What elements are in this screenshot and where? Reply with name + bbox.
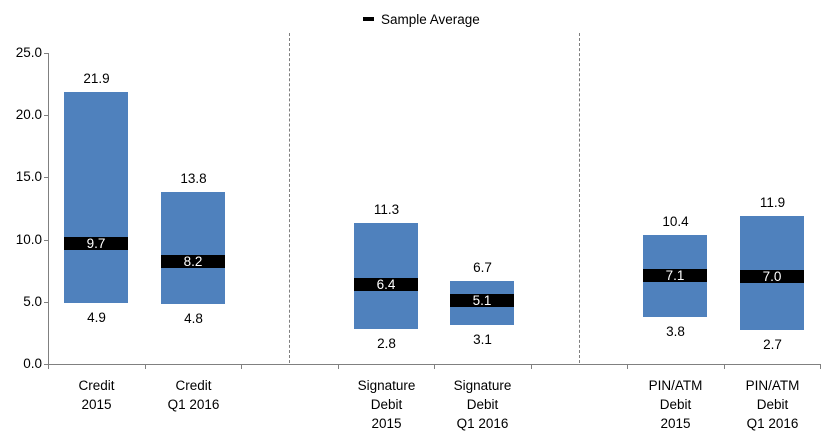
y-axis-tick-label: 25.0 [15, 45, 42, 60]
category-label-line: Signature [453, 378, 512, 393]
y-axis-tick [44, 240, 48, 241]
average-value-label: 7.0 [762, 269, 782, 284]
y-axis-tick [44, 177, 48, 178]
category-label-line: Debit [659, 397, 692, 412]
y-axis [48, 53, 49, 364]
bar-max-label: 11.9 [759, 195, 786, 210]
x-axis [48, 364, 821, 365]
y-axis-tick-label: 20.0 [15, 107, 42, 122]
bar-max-label: 6.7 [473, 260, 492, 275]
category-label-line: Debit [370, 397, 403, 412]
y-axis-tick [44, 115, 48, 116]
legend: Sample Average [363, 10, 480, 28]
bar-min-label: 3.1 [473, 332, 492, 347]
average-value-label: 7.1 [665, 268, 685, 283]
x-axis-tick [627, 365, 628, 369]
category-label: Signature Debit Q1 2016 [434, 376, 531, 433]
category-label-line: Q1 2016 [167, 397, 220, 412]
average-value-label: 9.7 [86, 236, 106, 251]
average-marker: 6.4 [354, 278, 418, 291]
bar-min-label: 3.8 [666, 324, 685, 339]
category-label-line: Q1 2016 [746, 416, 799, 431]
category-label-line: 2015 [660, 416, 691, 431]
average-marker: 5.1 [450, 294, 514, 307]
x-axis-tick [724, 365, 725, 369]
category-label-line: Debit [756, 397, 789, 412]
category-label: PIN/ATM Debit Q1 2016 [724, 376, 821, 433]
category-label-line: 2015 [81, 397, 112, 412]
bar-max-label: 21.9 [83, 71, 110, 86]
category-label: PIN/ATM Debit 2015 [627, 376, 724, 433]
y-axis-tick [44, 53, 48, 54]
bar-min-label: 2.8 [377, 336, 396, 351]
range-bar [64, 92, 128, 303]
category-label: Credit Q1 2016 [145, 376, 242, 414]
bar-max-label: 11.3 [373, 202, 400, 217]
category-label-line: PIN/ATM [745, 378, 800, 393]
y-axis-tick-label: 15.0 [15, 169, 42, 184]
bar-max-label: 10.4 [662, 214, 689, 229]
group-separator [579, 33, 580, 363]
category-label-line: Debit [466, 397, 499, 412]
bar-min-label: 4.9 [87, 310, 106, 325]
bar-min-label: 4.8 [184, 311, 203, 326]
category-label-line: Credit [175, 378, 212, 393]
x-axis-tick [241, 365, 242, 369]
y-axis-tick [44, 302, 48, 303]
x-axis-tick [145, 365, 146, 369]
x-axis-tick [434, 365, 435, 369]
average-marker: 7.0 [740, 270, 804, 283]
x-axis-tick [338, 365, 339, 369]
category-label: Signature Debit 2015 [338, 376, 435, 433]
category-label-line: 2015 [371, 416, 402, 431]
bar-min-label: 2.7 [763, 337, 782, 352]
average-value-label: 5.1 [472, 293, 492, 308]
x-axis-tick [48, 365, 49, 369]
y-axis-tick-label: 10.0 [15, 232, 42, 247]
y-axis-tick-label: 0.0 [23, 356, 42, 371]
average-marker: 8.2 [161, 255, 225, 268]
y-axis-tick-label: 5.0 [23, 294, 42, 309]
bar-max-label: 13.8 [180, 171, 207, 186]
category-label-line: Q1 2016 [456, 416, 509, 431]
y-axis-tick [44, 364, 48, 365]
average-marker: 9.7 [64, 237, 128, 250]
group-separator [289, 33, 290, 363]
category-label: Credit 2015 [48, 376, 145, 414]
range-bar [161, 192, 225, 304]
category-label-line: Credit [78, 378, 115, 393]
sample-average-marker-icon [363, 17, 374, 21]
range-bar [354, 223, 418, 329]
x-axis-tick [820, 365, 821, 369]
average-value-label: 8.2 [183, 254, 203, 269]
average-value-label: 6.4 [376, 277, 396, 292]
x-axis-tick [531, 365, 532, 369]
average-marker: 7.1 [643, 269, 707, 282]
category-label-line: PIN/ATM [648, 378, 703, 393]
legend-label: Sample Average [381, 11, 480, 27]
category-label-line: Signature [357, 378, 416, 393]
